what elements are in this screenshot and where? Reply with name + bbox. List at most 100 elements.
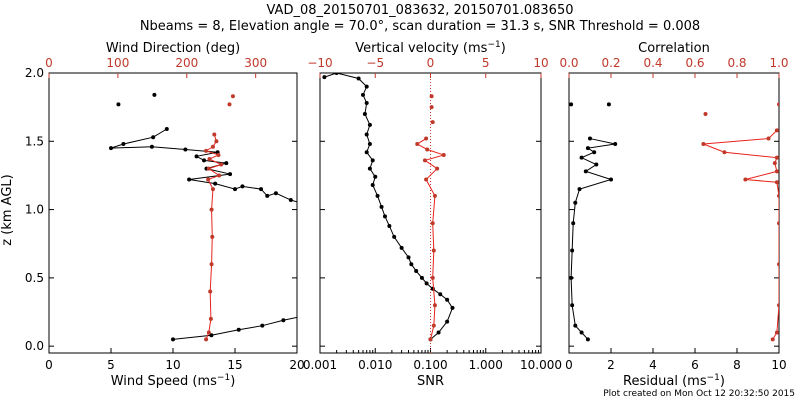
data-point-red — [424, 177, 429, 182]
detached-point-black — [152, 92, 157, 97]
data-point-red — [212, 132, 217, 137]
data-point-black — [194, 154, 199, 159]
data-point-red — [210, 144, 215, 149]
data-point-black — [307, 313, 311, 317]
bottom-axis-title: Residual (ms−1) — [623, 373, 725, 389]
data-point-red — [777, 193, 779, 198]
data-point-black — [109, 146, 113, 151]
data-point-black — [183, 147, 188, 152]
data-point-red — [415, 142, 420, 147]
top-tick-label: 300 — [244, 56, 267, 70]
data-point-black — [364, 150, 369, 155]
data-point-black — [592, 150, 597, 155]
data-point-black — [364, 132, 369, 137]
data-point-black — [367, 166, 372, 171]
data-point-black — [573, 200, 578, 205]
data-point-black — [613, 142, 618, 147]
data-point-black — [164, 127, 169, 131]
top-tick-label: 0.8 — [727, 56, 746, 70]
data-point-red — [774, 330, 779, 335]
data-point-black — [213, 181, 218, 186]
data-point-black — [387, 223, 392, 228]
data-point-black — [438, 292, 443, 297]
data-point-black — [585, 146, 590, 151]
y-tick-label: 0.5 — [25, 271, 44, 285]
detached-point-red — [227, 102, 232, 107]
data-point-red — [431, 323, 436, 328]
data-point-black — [573, 323, 578, 328]
data-point-black — [579, 330, 584, 335]
data-point-black — [281, 318, 286, 323]
data-point-black — [419, 275, 424, 280]
data-point-black — [233, 187, 237, 192]
y-tick-label: 1.0 — [25, 203, 44, 217]
data-point-red — [424, 136, 429, 141]
detached-point-red — [777, 102, 779, 107]
data-point-red — [204, 337, 209, 342]
data-point-black — [569, 275, 574, 280]
detached-point-red — [703, 111, 708, 116]
data-point-black — [187, 177, 192, 182]
top-tick-label: 0.2 — [601, 56, 620, 70]
series-layer — [569, 102, 779, 342]
data-point-red — [777, 262, 779, 267]
bottom-tick-label: 15 — [227, 358, 242, 372]
bottom-tick-label: 4 — [649, 358, 657, 372]
data-point-black — [121, 142, 126, 147]
bottom-tick-label: 6 — [691, 358, 699, 372]
series-layer — [109, 92, 311, 342]
bottom-tick-label: 10 — [165, 358, 180, 372]
top-tick-label: 0.4 — [643, 56, 662, 70]
data-point-black — [364, 84, 369, 89]
data-point-black — [149, 144, 154, 149]
data-point-black — [367, 122, 372, 127]
top-axis-title: Wind Direction (deg) — [106, 41, 240, 56]
data-point-red — [432, 193, 437, 198]
data-point-black — [445, 297, 450, 302]
top-axis-title: Correlation — [638, 41, 710, 56]
top-tick-label: 5 — [482, 56, 490, 70]
data-point-black — [570, 303, 575, 308]
data-point-black — [356, 76, 361, 81]
data-point-black — [370, 183, 375, 187]
detached-point-red — [429, 94, 434, 99]
data-point-red — [770, 337, 775, 342]
data-point-red — [428, 337, 433, 342]
data-point-black — [362, 111, 367, 116]
data-point-red — [206, 330, 211, 335]
data-point-black — [367, 142, 372, 147]
data-point-black — [450, 305, 455, 310]
data-point-black — [224, 161, 229, 166]
data-point-red — [722, 150, 727, 155]
series-layer — [322, 73, 455, 342]
bottom-axis-title: SNR — [417, 374, 444, 389]
bottom-axis-title: Wind Speed (ms−1) — [111, 373, 236, 389]
data-point-red — [219, 162, 224, 167]
data-point-black — [240, 184, 245, 189]
data-point-red — [214, 139, 219, 144]
data-point-red — [441, 152, 446, 157]
data-point-black — [406, 255, 411, 260]
panel-frame — [48, 72, 298, 354]
data-point-red — [209, 207, 214, 212]
data-point-black — [392, 234, 397, 239]
top-tick-label: −5 — [366, 56, 384, 70]
data-point-red — [774, 180, 779, 185]
data-point-black — [436, 330, 441, 335]
data-point-black — [414, 269, 419, 274]
data-point-black — [228, 172, 233, 177]
data-point-black — [202, 158, 206, 163]
bottom-tick-label: 8 — [733, 358, 741, 372]
data-point-black — [360, 92, 365, 97]
data-point-black — [334, 73, 339, 75]
data-point-black — [302, 202, 306, 206]
data-point-red — [777, 221, 779, 226]
data-point-red — [204, 148, 209, 153]
data-point-black — [579, 155, 584, 160]
data-point-black — [209, 333, 214, 338]
data-point-black — [583, 169, 588, 174]
panel-residual: 0 2 4 6 8 10 0.0 0.2 0.4 0.6 0.8 1.0 Residual (ms−1)… — [559, 41, 788, 389]
